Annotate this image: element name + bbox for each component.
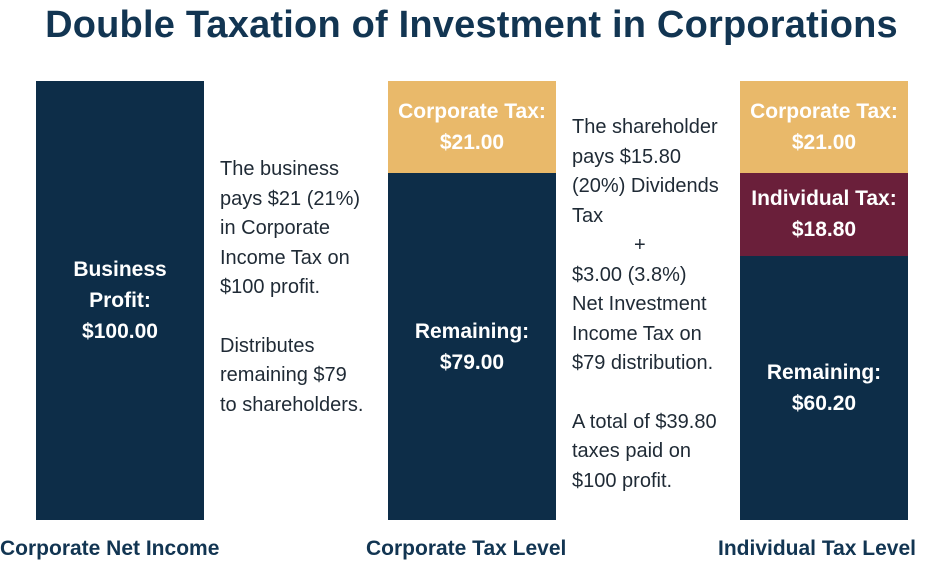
segment-label: Remaining: xyxy=(414,319,530,343)
segment-label: Profit: xyxy=(89,289,151,312)
segment-label: Remaining: xyxy=(766,360,882,384)
annotation-line: pays $15.80 xyxy=(572,145,681,168)
annotation-line: The shareholder xyxy=(572,116,718,138)
annotation-shareholder-tax: The shareholder pays $15.80 (20%) Divide… xyxy=(572,113,719,496)
annotation-line: A total of $39.80 xyxy=(572,410,717,433)
bar-corporate-net-income: Business Profit: $100.00 xyxy=(36,81,204,520)
annotation-line: taxes paid on xyxy=(572,440,691,462)
segment-value: $79.00 xyxy=(439,350,505,374)
segment-value: $100.00 xyxy=(82,320,158,343)
bar-individual-tax-level: Corporate Tax: $21.00 Individual Tax: $1… xyxy=(740,81,908,520)
segment-value: $21.00 xyxy=(791,131,857,155)
bar-segment-remaining: Remaining: $79.00 xyxy=(388,173,556,520)
annotation-line: $100 profit. xyxy=(572,469,673,492)
annotation-line: Income Tax on xyxy=(220,246,350,269)
annotation-line: Tax xyxy=(572,204,604,227)
annotation-line: $79 distribution. xyxy=(572,352,714,374)
segment-value: $18.80 xyxy=(791,218,857,242)
bar-segment-corporate-tax: Corporate Tax: $21.00 xyxy=(388,81,556,174)
bar-corporate-tax-level: Corporate Tax: $21.00 Remaining: $79.00 xyxy=(388,81,556,520)
bar-segment-individual-tax: Individual Tax: $18.80 xyxy=(740,173,908,256)
annotation-line: (20%) Dividends xyxy=(572,175,719,197)
annotation-line: The business xyxy=(220,158,339,180)
annotation-spacer xyxy=(220,303,363,332)
segment-label: Corporate Tax: xyxy=(750,100,898,124)
annotation-line: to shareholders. xyxy=(220,393,364,416)
segment-label: Individual Tax: xyxy=(751,187,897,211)
x-axis-label-corporate-tax-level: Corporate Tax Level xyxy=(366,537,567,560)
segment-value: $60.20 xyxy=(791,391,857,415)
annotation-line: $100 profit. xyxy=(220,276,321,298)
annotation-business-tax: The business pays $21 (21%) in Corporate… xyxy=(220,155,363,420)
annotation-line: Net Investment xyxy=(572,293,707,315)
chart-title: Double Taxation of Investment in Corpora… xyxy=(45,4,898,46)
bar-segment-corporate-tax: Corporate Tax: $21.00 xyxy=(740,81,908,174)
bar-segment-remaining: Remaining: $60.20 xyxy=(740,255,908,520)
segment-label: Corporate Tax: xyxy=(398,100,546,124)
annotation-line: pays $21 (21%) xyxy=(220,187,361,210)
segment-label: Business xyxy=(73,258,167,281)
annotation-spacer xyxy=(572,379,719,408)
annotation-line: $3.00 (3.8%) xyxy=(572,263,687,286)
x-axis-label-corporate-net-income: Corporate Net Income xyxy=(0,537,220,560)
bar-segment-business-profit: Business Profit: $100.00 xyxy=(36,81,204,520)
annotation-line: Distributes xyxy=(220,334,315,357)
annotation-line: Income Tax on xyxy=(572,322,702,345)
x-axis-label-individual-tax-level: Individual Tax Level xyxy=(718,537,917,560)
annotation-line: in Corporate xyxy=(220,217,331,239)
segment-value: $21.00 xyxy=(439,131,505,155)
annotation-line: remaining $79 xyxy=(220,364,347,386)
annotation-plus: + xyxy=(634,234,646,256)
